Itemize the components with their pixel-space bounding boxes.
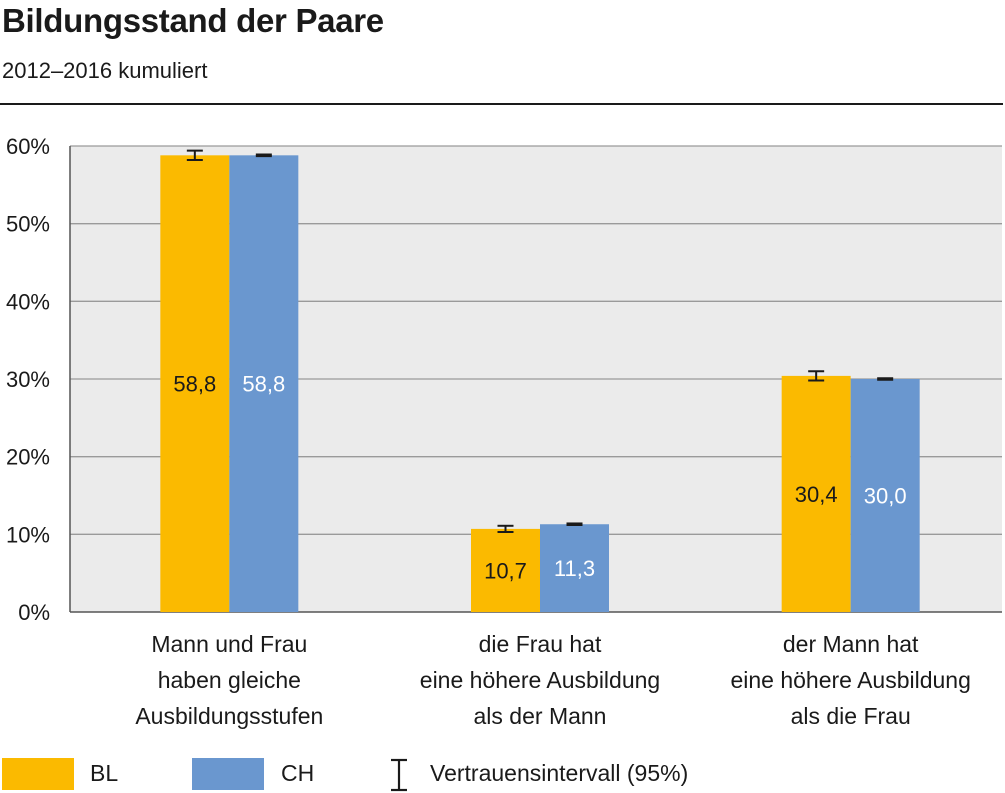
bar-bl [471,528,540,612]
y-tick-label: 50% [6,212,50,237]
legend-swatch-ch [192,758,264,790]
data-label: 11,3 [554,556,595,581]
legend: BL CH Vertrauensintervall (95%) [0,752,1005,792]
y-tick-label: 10% [6,522,50,547]
y-tick-label: 20% [6,445,50,470]
y-tick-label: 0% [18,600,50,625]
bar-ch [540,524,609,612]
title-rule [0,103,1003,105]
bar-ch [229,155,299,612]
chart-title: Bildungsstand der Paare [2,2,384,39]
y-tick-label: 60% [6,134,50,159]
data-label: 30,0 [864,484,907,509]
data-label: 30,4 [795,482,838,507]
y-tick-label: 30% [6,367,50,392]
x-category-label: der Mann hat [783,631,919,657]
x-category-label: die Frau hat [479,631,602,657]
x-category-label: haben gleiche [158,667,301,693]
confidence-interval-icon [391,758,407,792]
x-category-label: als die Frau [791,703,911,729]
data-label: 10,7 [484,558,527,583]
bar-ch [850,379,920,612]
legend-swatch-bl [2,758,74,790]
x-category-label: eine höhere Ausbildung [730,667,970,693]
data-label: 58,8 [242,372,285,397]
x-category-label: Ausbildungsstufen [135,703,323,729]
chart-subtitle: 2012–2016 kumuliert [2,58,208,83]
bar-bl [781,375,851,612]
y-tick-label: 40% [6,289,50,314]
x-category-label: eine höhere Ausbildung [420,667,660,693]
legend-label-bl: BL [90,760,119,786]
legend-label-ci: Vertrauensintervall (95%) [430,760,689,786]
legend-label-ch: CH [281,760,315,786]
data-label: 58,8 [173,372,216,397]
x-category-label: als der Mann [474,703,607,729]
bar-bl [160,155,230,612]
bar-chart: 0% 10% 20% 30% 40% 50% 60% 58,8 58,8 Mann und Fra… [6,134,1002,729]
x-category-label: Mann und Frau [151,631,307,657]
